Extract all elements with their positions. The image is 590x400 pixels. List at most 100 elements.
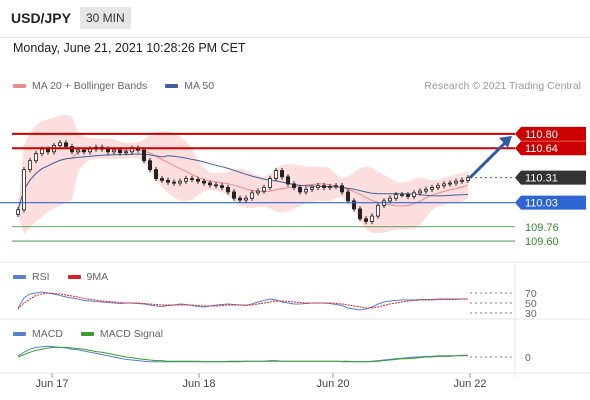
candle-body: [417, 190, 422, 194]
candle-body: [141, 149, 146, 162]
candle-body: [64, 142, 69, 147]
rsi-ma-swatch: [67, 275, 81, 279]
rsi-ma-legend-label: 9MA: [86, 271, 109, 283]
candle-body: [88, 148, 93, 153]
rsi-level-label-30: 30: [525, 308, 537, 320]
candle-body: [225, 187, 230, 193]
candle-body: [357, 208, 362, 220]
candle-body: [243, 197, 248, 201]
candle-body: [58, 142, 63, 146]
candle-body: [201, 180, 206, 184]
candle-body: [171, 181, 176, 184]
candle-body: [453, 180, 458, 184]
candle-body: [34, 153, 39, 162]
candle-body: [82, 149, 87, 153]
candle-body: [255, 190, 260, 194]
candle-body: [153, 169, 158, 179]
chart-header: USD/JPY 30 MIN: [0, 0, 590, 38]
x-tick-label-Jun 20: Jun 20: [316, 378, 349, 390]
candle-body: [118, 149, 123, 154]
candle-body: [267, 178, 272, 188]
candle-body: [213, 184, 218, 187]
candle-body: [207, 182, 212, 186]
x-tick-label-Jun 18: Jun 18: [182, 378, 215, 390]
candle-body: [351, 200, 356, 210]
candle-body: [321, 185, 326, 188]
credit-text: Research © 2021 Trading Central: [424, 80, 581, 92]
candle-body: [249, 192, 254, 199]
rsi-level-label-50: 50: [525, 298, 537, 310]
candle-body: [15, 209, 20, 215]
price-tag-110.31: [515, 170, 586, 185]
macd-signal-line: [17, 346, 468, 363]
macd-legend-label: MACD: [32, 328, 63, 340]
ma50-line: [17, 153, 469, 210]
candle-body: [291, 183, 296, 188]
candle-body: [237, 197, 242, 201]
candle-body: [345, 191, 350, 202]
candle-body: [297, 187, 302, 193]
price-label-109.60: 109.60: [525, 236, 559, 248]
rsi-legend-label: RSI: [32, 271, 50, 283]
price-tag-110.03: [515, 195, 586, 210]
candle-body: [339, 185, 344, 193]
candle-body: [315, 185, 320, 188]
candle-body: [447, 182, 452, 185]
candle-body: [112, 149, 117, 153]
candle-body: [399, 194, 404, 197]
candle-body: [46, 148, 51, 153]
candle-body: [124, 151, 129, 154]
candle-body: [147, 160, 152, 171]
candle-body: [429, 187, 434, 190]
candle-body: [387, 197, 392, 202]
candle-body: [285, 176, 290, 185]
candle-body: [183, 178, 188, 182]
candle-body: [459, 179, 464, 182]
candle-body: [423, 188, 428, 192]
rsi-level-label-70: 70: [525, 288, 537, 300]
candle-body: [21, 169, 26, 211]
macd-signal-swatch: [80, 332, 94, 336]
chart-datetime: Monday, June 21, 2021 10:28:26 PM CET: [13, 41, 246, 55]
x-tick-label-Jun 17: Jun 17: [35, 378, 68, 390]
candle-body: [303, 188, 308, 193]
candle-body: [369, 215, 374, 222]
ma50-swatch: [165, 84, 179, 88]
candle-body: [189, 178, 194, 180]
timeframe-button[interactable]: 30 MIN: [80, 7, 131, 29]
candle-body: [40, 148, 45, 154]
price-tag-label-110.80: 110.80: [525, 129, 558, 141]
candle-body: [411, 192, 416, 197]
candle-body: [27, 160, 32, 171]
forecast-arrow-shaft: [468, 140, 508, 179]
candle-body: [441, 183, 446, 187]
candle-body: [159, 178, 164, 181]
candle-body: [177, 180, 182, 184]
pair-symbol: USD/JPY: [11, 10, 71, 26]
candle-body: [309, 187, 314, 190]
candle-body: [333, 185, 338, 188]
rsi-ma-line: [17, 292, 468, 310]
price-tag-110.80: [515, 126, 586, 141]
macd-swatch: [13, 332, 26, 336]
ma50-legend-label: MA 50: [184, 80, 215, 92]
candle-body: [195, 179, 200, 182]
candle-body: [279, 170, 284, 178]
rsi-line: [17, 291, 468, 311]
candle-body: [231, 191, 236, 199]
rsi-swatch: [13, 275, 26, 279]
candle-body: [375, 204, 380, 217]
ma20-legend-label: MA 20 + Bollinger Bands: [32, 80, 148, 92]
macd-level-label-0: 0: [525, 352, 531, 364]
price-tag-label-110.64: 110.64: [525, 143, 558, 155]
ma20-swatch: [13, 84, 26, 88]
candle-body: [393, 194, 398, 199]
candle-body: [363, 218, 368, 222]
forecast-arrow-head: [499, 135, 512, 148]
candle-body: [327, 186, 332, 189]
candle-body: [261, 187, 266, 192]
candle-body: [76, 149, 81, 153]
candle-body: [106, 148, 111, 153]
price-tag-label-110.31: 110.31: [525, 173, 558, 185]
